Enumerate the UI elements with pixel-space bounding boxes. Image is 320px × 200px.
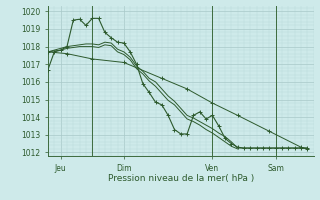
X-axis label: Pression niveau de la mer( hPa ): Pression niveau de la mer( hPa ): [108, 174, 254, 183]
